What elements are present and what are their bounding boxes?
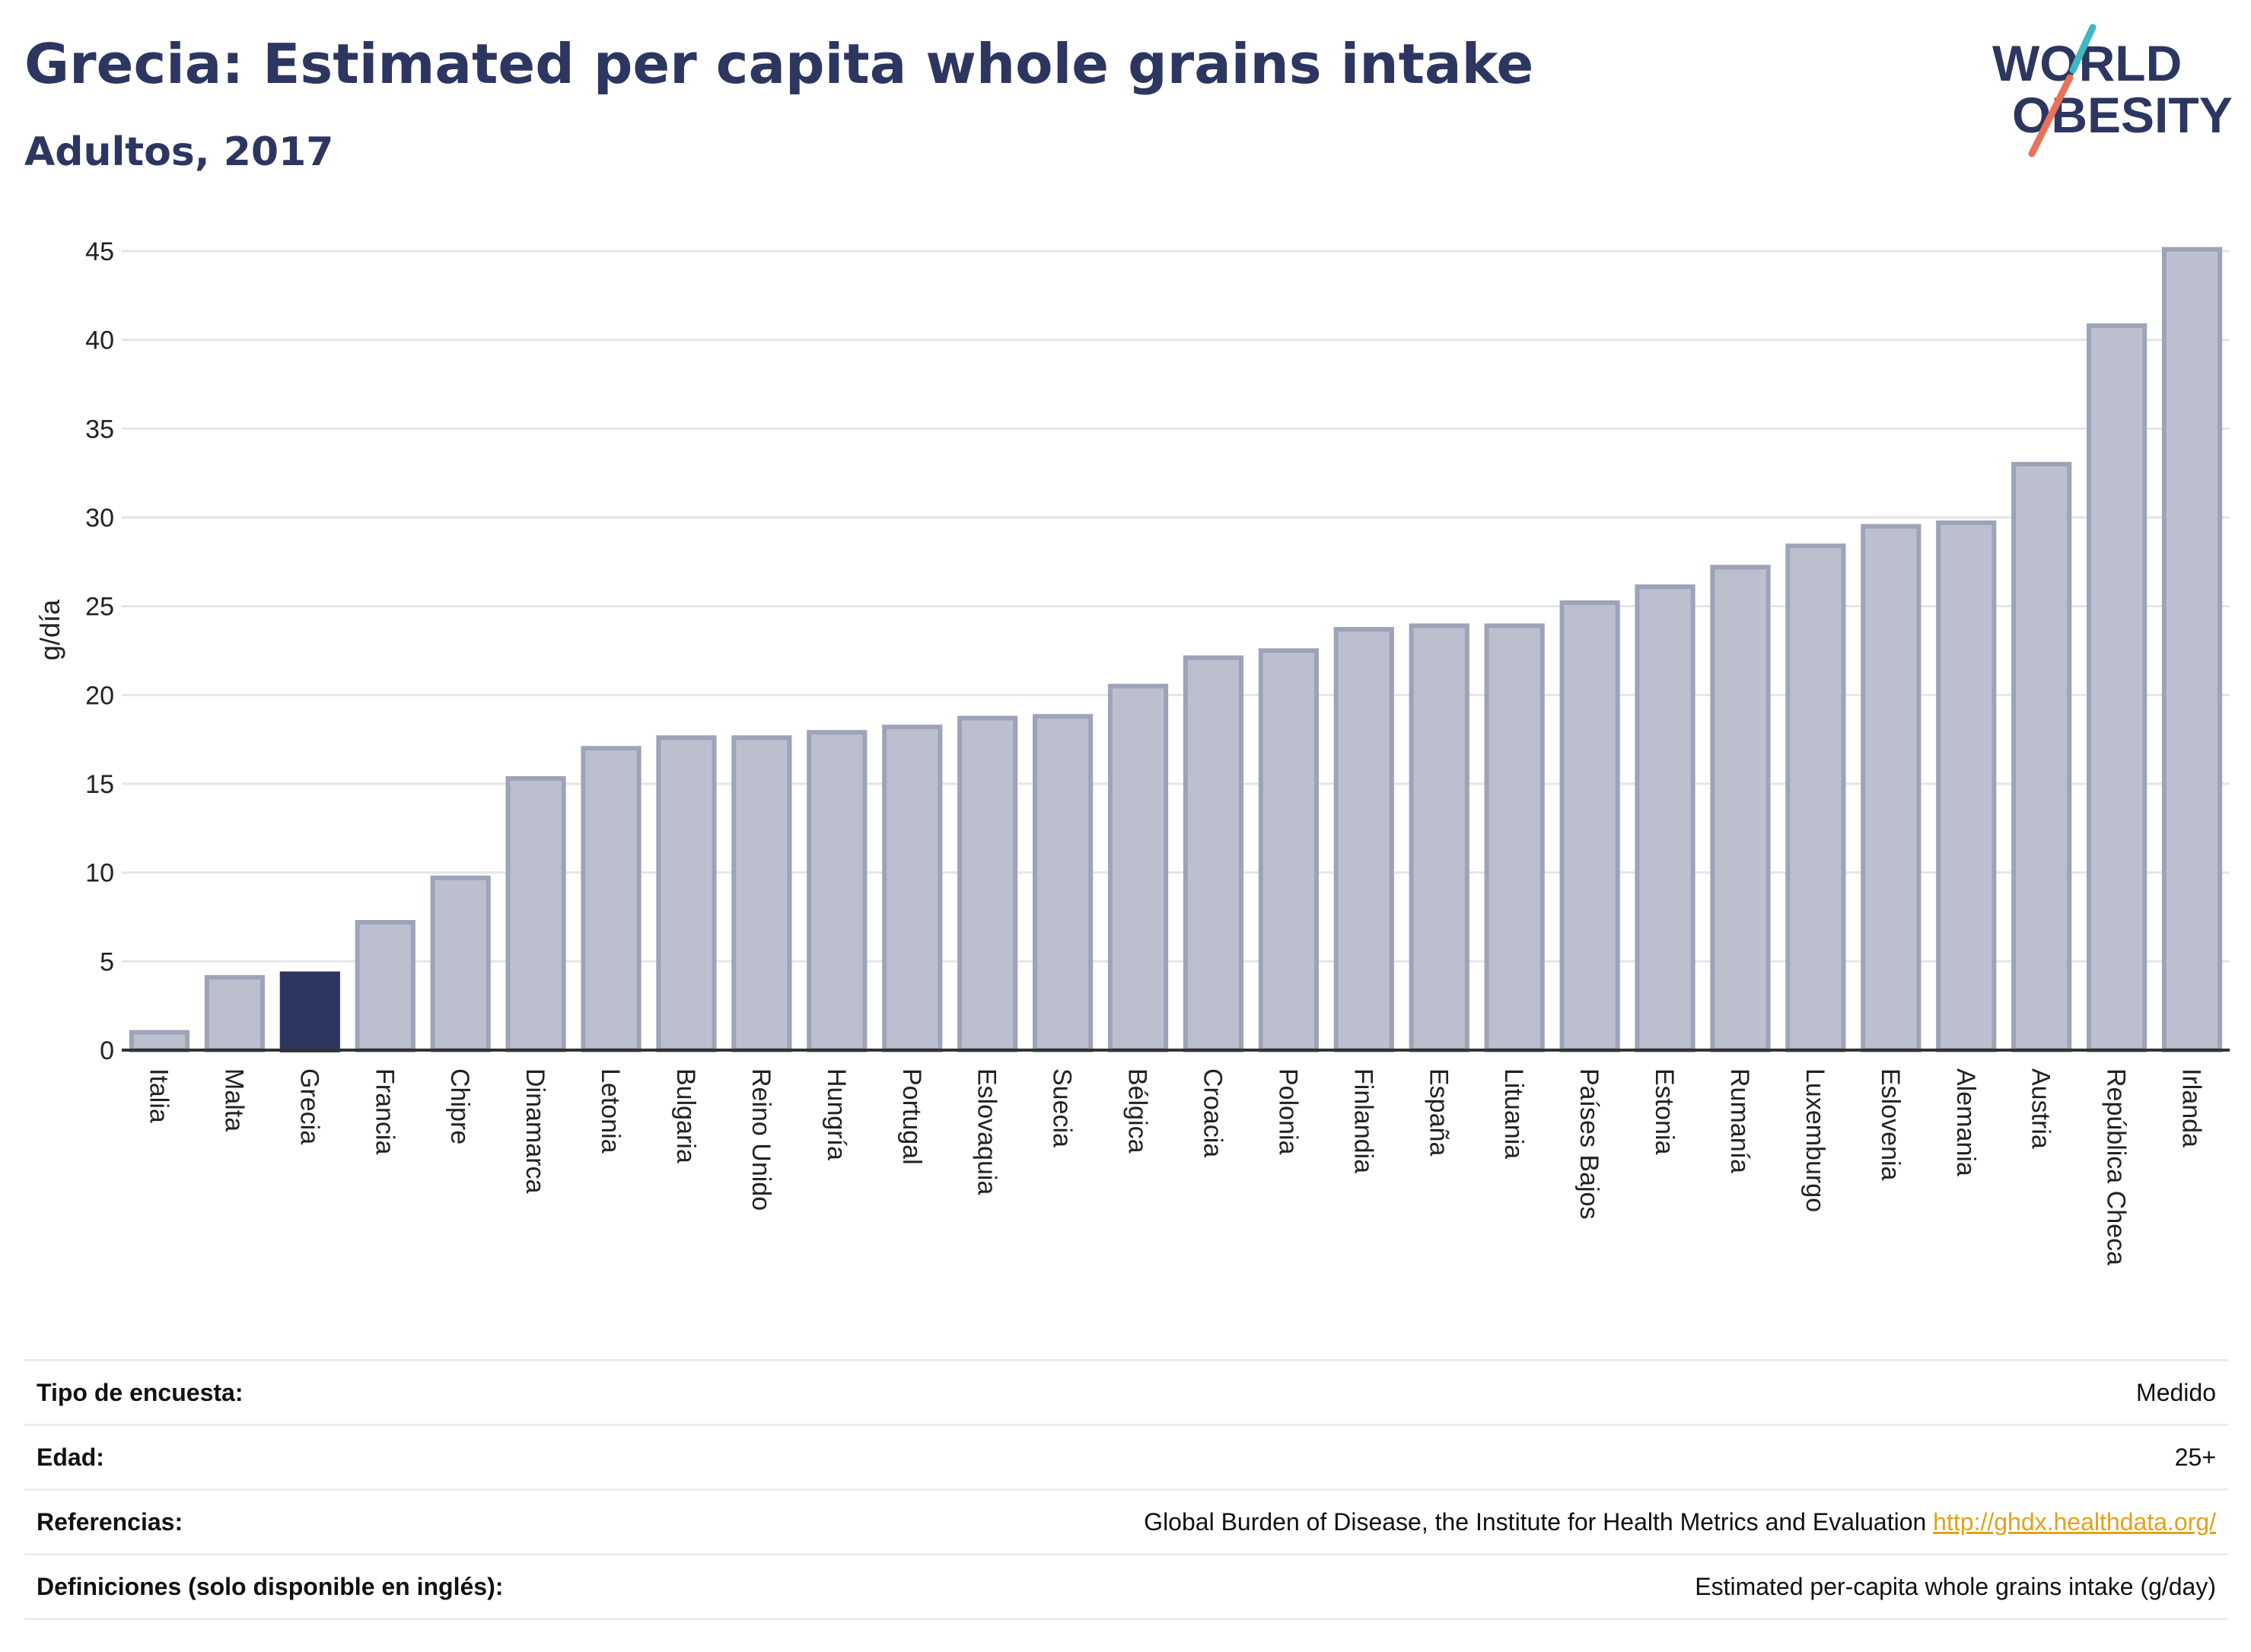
bar-bélgica [1107,683,1169,1053]
x-tick-label: Luxemburgo [1800,1068,1829,1212]
bar-croacia [1183,655,1244,1052]
bar-chart: 0 5 10 15 20 25 30 35 40 45 Italia Malta Grecia Fran… [34,237,2230,1265]
bar-españa [1409,623,1469,1052]
details-row-references: Referencias: Global Burden of Disease, t… [24,1488,2228,1555]
x-tick-labels: Italia Malta Grecia Francia Chipre Dinamarca L… [144,1068,2205,1265]
x-tick-label: Portugal [897,1068,926,1165]
bar-alemania [1936,520,1997,1052]
details-row-survey-type: Tipo de encuesta: Medido [24,1359,2228,1425]
bar-francia [355,920,415,1052]
bar-eslovenia [1861,524,1921,1052]
bar-irlanda [2161,247,2223,1053]
definitions-label: Definiciones (solo disponible en inglés)… [24,1553,706,1620]
y-axis-label: g/día [34,599,65,660]
references-link[interactable]: http://ghdx.healthdata.org/ [1933,1507,2216,1536]
x-tick-label: Países Bajos [1574,1068,1603,1219]
x-tick-label: Chipre [445,1068,474,1144]
x-tick-label: Lituania [1499,1068,1528,1159]
logo-slash-coral [2028,74,2074,158]
x-tick-label: Dinamarca [521,1068,549,1193]
x-tick-label: Irlanda [2177,1068,2206,1147]
x-tick-label: Alemania [1951,1068,1980,1176]
references-value: Global Burden of Disease, the Institute … [1144,1507,1927,1536]
bar-países-bajos [1559,600,1620,1052]
x-tick-label: Eslovaquia [973,1068,1001,1195]
details-row-definitions: Definiciones (solo disponible en inglés)… [24,1553,2228,1620]
x-tick-label: Finlandia [1348,1068,1377,1173]
x-tick-label: Croacia [1198,1068,1227,1157]
x-tick-label: Francia [370,1068,399,1154]
y-tick-label: 40 [85,326,114,355]
x-tick-label: Eslovenia [1876,1068,1905,1181]
logo-slash-teal [2069,24,2097,74]
bar-dinamarca [505,776,566,1052]
x-tick-label: Polonia [1273,1068,1302,1155]
age-value: 25+ [705,1424,2228,1490]
bar-letonia [581,746,642,1052]
bar-estonia [1635,584,1695,1052]
y-tick-label: 15 [85,770,114,799]
x-tick-label: Suecia [1048,1068,1077,1147]
chart-title: Grecia: Estimated per capita whole grain… [24,32,1534,96]
y-tick-label: 10 [85,859,114,888]
bar-portugal [882,724,943,1052]
survey-type-value: Medido [705,1359,2228,1425]
definitions-value: Estimated per-capita whole grains intake… [705,1553,2228,1620]
bar-hungría [807,730,868,1052]
bars [122,247,2230,1053]
bar-luxemburgo [1785,543,1846,1052]
bar-finlandia [1333,627,1394,1052]
x-tick-label: Reino Unido [747,1068,775,1211]
y-tick-label: 5 [100,947,114,976]
bar-eslovaquia [957,715,1018,1053]
y-tick-label: 0 [100,1036,114,1065]
x-tick-label: España [1424,1068,1453,1156]
bar-bulgaria [656,735,717,1052]
world-obesity-logo: WORLD OBESITY [1992,24,2233,158]
x-tick-label: República Checa [2102,1068,2131,1265]
bar-república-checa [2087,323,2148,1052]
y-tick-labels: 0 5 10 15 20 25 30 35 40 45 [85,237,114,1065]
bar-suecia [1033,714,1094,1052]
bar-rumanía [1710,565,1771,1052]
x-tick-label: Malta [219,1068,248,1132]
x-tick-label: Estonia [1650,1068,1679,1154]
bar-polonia [1258,648,1319,1052]
x-tick-label: Bulgaria [671,1068,700,1163]
x-tick-label: Italia [144,1068,173,1123]
y-tick-label: 30 [85,504,114,533]
x-tick-label: Bélgica [1123,1068,1152,1154]
bar-grecia [279,971,340,1052]
y-tick-label: 35 [85,415,114,444]
bar-malta [204,975,265,1053]
details-row-age: Edad: 25+ [24,1424,2228,1490]
x-tick-label: Rumanía [1725,1068,1754,1173]
x-tick-label: Hungría [822,1068,851,1160]
bar-lituania [1484,623,1545,1052]
bar-chipre [430,875,491,1052]
chart-subtitle: Adultos, 2017 [24,129,334,175]
bar-reino-unido [731,735,792,1052]
survey-type-label: Tipo de encuesta: [24,1359,706,1425]
bar-italia [129,1030,190,1052]
x-tick-label: Letonia [596,1068,625,1154]
y-tick-label: 20 [85,681,114,710]
y-tick-label: 25 [85,593,114,622]
bar-austria [2011,462,2072,1052]
y-tick-label: 45 [85,237,114,266]
age-label: Edad: [24,1424,706,1490]
details-table: Tipo de encuesta: Medido Edad: 25+ Refer… [24,1359,2228,1620]
references-label: Referencias: [24,1488,706,1555]
references-value-cell: Global Burden of Disease, the Institute … [705,1488,2228,1555]
x-tick-label: Austria [2027,1068,2055,1149]
x-tick-label: Grecia [295,1068,323,1144]
